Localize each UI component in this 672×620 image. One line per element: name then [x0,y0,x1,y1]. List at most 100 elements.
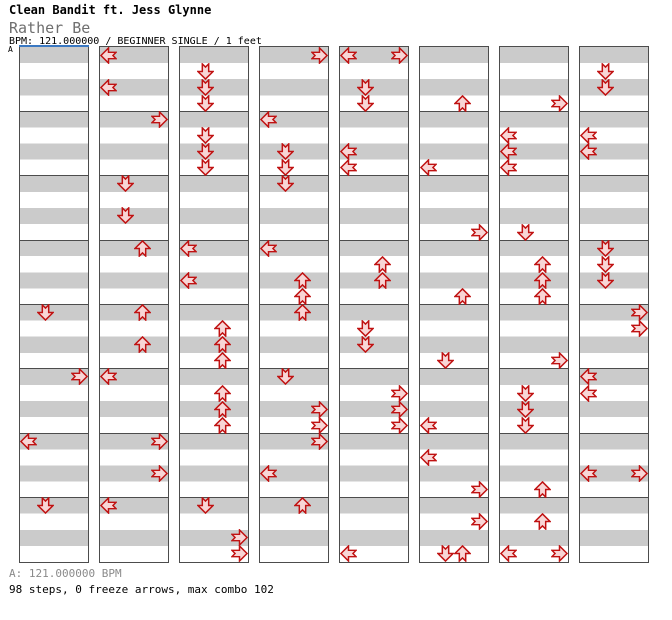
bpm-marker-label: A [8,45,13,54]
measure-line [500,110,568,112]
up-arrow-icon [454,94,471,112]
measure-line [180,432,248,434]
measure-line [500,304,568,305]
up-arrow-icon [454,287,471,305]
down-arrow-icon [597,271,614,289]
measure-line [20,175,88,177]
measure-line [420,175,488,177]
up-arrow-icon [214,400,231,418]
left-arrow-icon [260,110,277,128]
left-arrow-icon [420,416,437,434]
down-arrow-icon [117,175,134,193]
left-arrow-icon [180,271,197,289]
measure-line [260,432,328,434]
measure-line [180,497,248,499]
up-arrow-icon [294,271,311,289]
measure-line [340,368,408,370]
left-arrow-icon [500,127,517,145]
left-arrow-icon [340,545,357,563]
measure-line [260,368,328,370]
measure-line [340,497,408,499]
left-arrow-icon [100,497,117,515]
down-arrow-icon [277,175,294,193]
down-arrow-icon [597,62,614,80]
down-arrow-icon [597,239,614,257]
right-arrow-icon [471,223,488,241]
measure-line [100,432,168,434]
measure-line [100,110,168,112]
measure-line [580,368,648,370]
measure-line [580,497,648,499]
right-arrow-icon [551,545,568,563]
measure-line [20,368,88,370]
measure-line [500,175,568,177]
measure-line [500,497,568,499]
left-arrow-icon [500,143,517,161]
measure-line [500,432,568,434]
left-arrow-icon [260,464,277,482]
right-arrow-icon [151,464,168,482]
measure-line [180,239,248,241]
right-arrow-icon [391,400,408,418]
measure-line [580,110,648,112]
right-arrow-icon [631,464,648,482]
footer-bpm-text: A: 121.000000 BPM [9,567,122,580]
measure-line [500,368,568,370]
left-arrow-icon [340,159,357,177]
right-arrow-icon [231,545,248,563]
down-arrow-icon [437,352,454,370]
measure-line [20,304,88,305]
measure-line [580,304,648,305]
up-arrow-icon [534,271,551,289]
measure-line [180,304,248,305]
up-arrow-icon [374,255,391,273]
left-arrow-icon [180,239,197,257]
measure-line [420,304,488,305]
down-arrow-icon [197,62,214,80]
down-arrow-icon [517,384,534,402]
down-arrow-icon [37,304,54,322]
left-arrow-icon [100,368,117,386]
song-title: Rather Be [9,19,91,37]
right-arrow-icon [391,384,408,402]
measure-line [260,304,328,305]
up-arrow-icon [214,352,231,370]
right-arrow-icon [631,304,648,322]
down-arrow-icon [357,320,374,338]
left-arrow-icon [580,143,597,161]
left-arrow-icon [580,384,597,402]
up-arrow-icon [214,416,231,434]
left-arrow-icon [340,46,357,64]
measure-line [580,239,648,241]
difficulty-info: BPM: 121.000000 / BEGINNER SINGLE / 1 fe… [9,36,262,47]
measure-line [100,497,168,499]
up-arrow-icon [534,481,551,499]
measure-line [340,110,408,112]
down-arrow-icon [197,143,214,161]
measure-line [420,239,488,241]
up-arrow-icon [374,271,391,289]
down-arrow-icon [357,78,374,96]
down-arrow-icon [517,400,534,418]
left-arrow-icon [100,46,117,64]
measure-line [100,175,168,177]
measure-line [340,432,408,434]
right-arrow-icon [311,416,328,434]
up-arrow-icon [294,497,311,515]
down-arrow-icon [197,159,214,177]
footer-stats-text: 98 steps, 0 freeze arrows, max combo 102 [9,583,274,596]
up-arrow-icon [294,304,311,322]
right-arrow-icon [391,416,408,434]
right-arrow-icon [631,320,648,338]
left-arrow-icon [20,432,37,450]
down-arrow-icon [357,336,374,354]
right-arrow-icon [71,368,88,386]
down-arrow-icon [597,78,614,96]
right-arrow-icon [311,432,328,450]
right-arrow-icon [471,513,488,531]
up-arrow-icon [214,384,231,402]
down-arrow-icon [517,223,534,241]
up-arrow-icon [454,545,471,563]
down-arrow-icon [277,159,294,177]
measure-line [180,175,248,177]
